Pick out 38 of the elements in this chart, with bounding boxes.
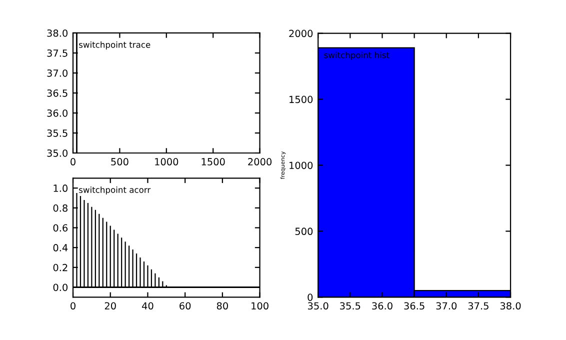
x-tick-label: 37.0 bbox=[436, 302, 457, 310]
y-tick-label: 2000 bbox=[289, 30, 313, 38]
y-tick-label: 37.5 bbox=[47, 49, 68, 57]
y-tick-label: 0.2 bbox=[53, 264, 68, 272]
x-tick-label: 36.5 bbox=[404, 302, 424, 310]
y-tick-label: 0.0 bbox=[53, 284, 68, 292]
y-tick-label: 0 bbox=[308, 294, 313, 301]
x-tick-label: 20 bbox=[104, 302, 116, 310]
x-tick-label: 38.0 bbox=[500, 302, 521, 310]
y-tick-label: 37.0 bbox=[47, 69, 68, 77]
x-tick-label: 1500 bbox=[202, 158, 225, 166]
x-tick-label: 35.5 bbox=[340, 302, 360, 310]
x-tick-label: 0 bbox=[70, 158, 76, 166]
x-tick-label: 36.0 bbox=[372, 302, 392, 310]
y-tick-label: 0.6 bbox=[53, 224, 68, 232]
y-tick-label: 36.5 bbox=[47, 89, 68, 97]
x-tick-label: 100 bbox=[252, 302, 268, 310]
x-tick-label: 60 bbox=[180, 302, 191, 310]
y-tick-label: 1.0 bbox=[54, 184, 68, 192]
y-tick-label: 36.0 bbox=[47, 109, 68, 117]
x-tick-label: 37.5 bbox=[468, 302, 488, 310]
y-tick-label: 35.0 bbox=[47, 149, 68, 157]
y-tick-label: 38.0 bbox=[47, 29, 68, 37]
x-tick-label: 2000 bbox=[248, 158, 272, 166]
x-tick-label: 35.0 bbox=[308, 302, 328, 310]
y-tick-label: 35.5 bbox=[47, 129, 68, 137]
x-tick-label: 1000 bbox=[155, 158, 178, 166]
y-tick-label: 1500 bbox=[290, 96, 313, 104]
x-tick-label: 500 bbox=[111, 158, 128, 166]
x-tick-label: 80 bbox=[216, 302, 228, 310]
y-tick-label: 500 bbox=[295, 228, 313, 236]
y-tick-label: 0.4 bbox=[53, 244, 68, 252]
x-tick-label: 40 bbox=[142, 302, 154, 310]
y-tick-label: 0.8 bbox=[53, 204, 68, 212]
x-tick-label: 0 bbox=[70, 302, 76, 310]
annotation: switchpoint hist bbox=[324, 52, 390, 60]
annotation: switchpoint acorr bbox=[79, 186, 151, 195]
annotation: switchpoint trace bbox=[79, 41, 150, 50]
